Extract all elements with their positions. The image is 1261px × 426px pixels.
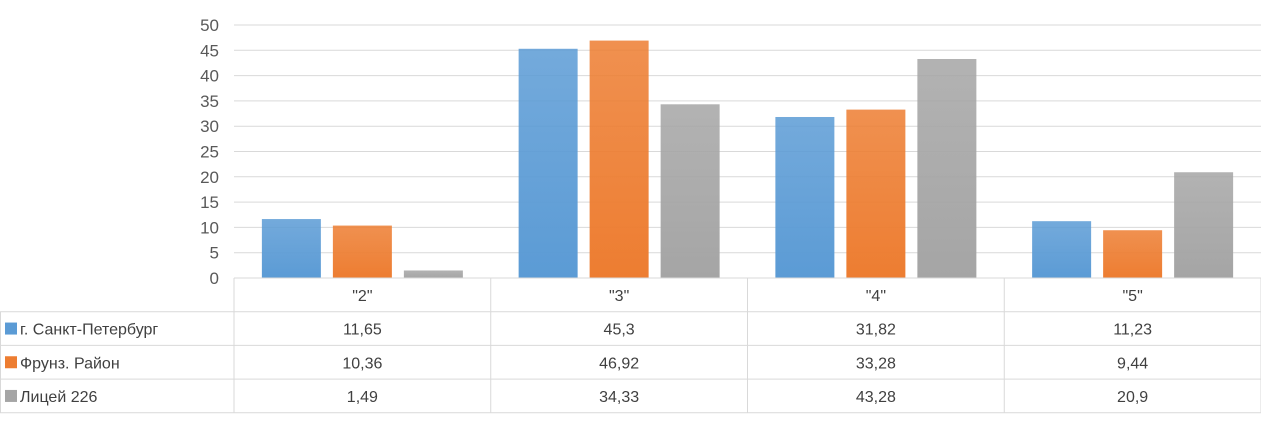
y-axis-ticks: 0 5 10 15 20 25 30 35 40 45 50: [200, 16, 219, 288]
data-label: 1,49: [347, 389, 378, 406]
data-label: 46,92: [599, 355, 639, 372]
data-label: 31,82: [856, 322, 896, 339]
series-name: г. Санкт-Петербург: [20, 322, 158, 339]
bar: [917, 59, 977, 278]
data-label: 34,33: [599, 389, 639, 406]
y-tick-label: 10: [200, 218, 219, 237]
bar: [518, 48, 578, 279]
data-label: 10,36: [342, 355, 382, 372]
legend-swatch: [5, 356, 17, 369]
gridlines: [234, 24, 1261, 254]
bar: [332, 225, 392, 278]
data-label: 43,28: [856, 389, 896, 406]
y-tick-label: 25: [200, 143, 219, 162]
category-label: "2": [352, 288, 372, 305]
bar: [1174, 172, 1234, 278]
data-label: 20,9: [1117, 389, 1148, 406]
series-name: Лицей 226: [20, 389, 98, 406]
y-tick-label: 5: [210, 244, 219, 263]
y-tick-label: 30: [200, 117, 219, 136]
bar: [403, 270, 463, 278]
bar: [775, 116, 835, 278]
y-tick-label: 15: [200, 193, 219, 212]
y-tick-label: 40: [200, 67, 219, 86]
data-label: 9,44: [1117, 355, 1148, 372]
data-label: 11,23: [1113, 322, 1152, 339]
y-tick-label: 45: [200, 41, 219, 60]
y-tick-label: 35: [200, 92, 219, 111]
y-tick-label: 0: [210, 269, 219, 288]
category-label: "3": [609, 288, 629, 305]
category-label: "5": [1122, 288, 1142, 305]
bar: [261, 219, 321, 278]
legend-swatch: [5, 389, 17, 402]
y-tick-label: 20: [200, 168, 219, 187]
bar: [1103, 230, 1163, 278]
bar: [846, 109, 906, 278]
series-name: Фрунз. Район: [20, 355, 120, 372]
data-table: "2" "3" "4" "5" г. Санкт-Петербург 11,65 45,3 3…: [0, 277, 1261, 414]
category-label: "4": [866, 288, 886, 305]
data-label: 11,65: [343, 322, 382, 339]
bar: [660, 104, 720, 279]
bar: [1032, 221, 1092, 278]
y-tick-label: 50: [200, 16, 219, 35]
bar: [589, 40, 649, 278]
legend-swatch: [5, 322, 17, 335]
data-label: 33,28: [856, 355, 896, 372]
data-label: 45,3: [604, 322, 635, 339]
bars: [261, 40, 1234, 279]
